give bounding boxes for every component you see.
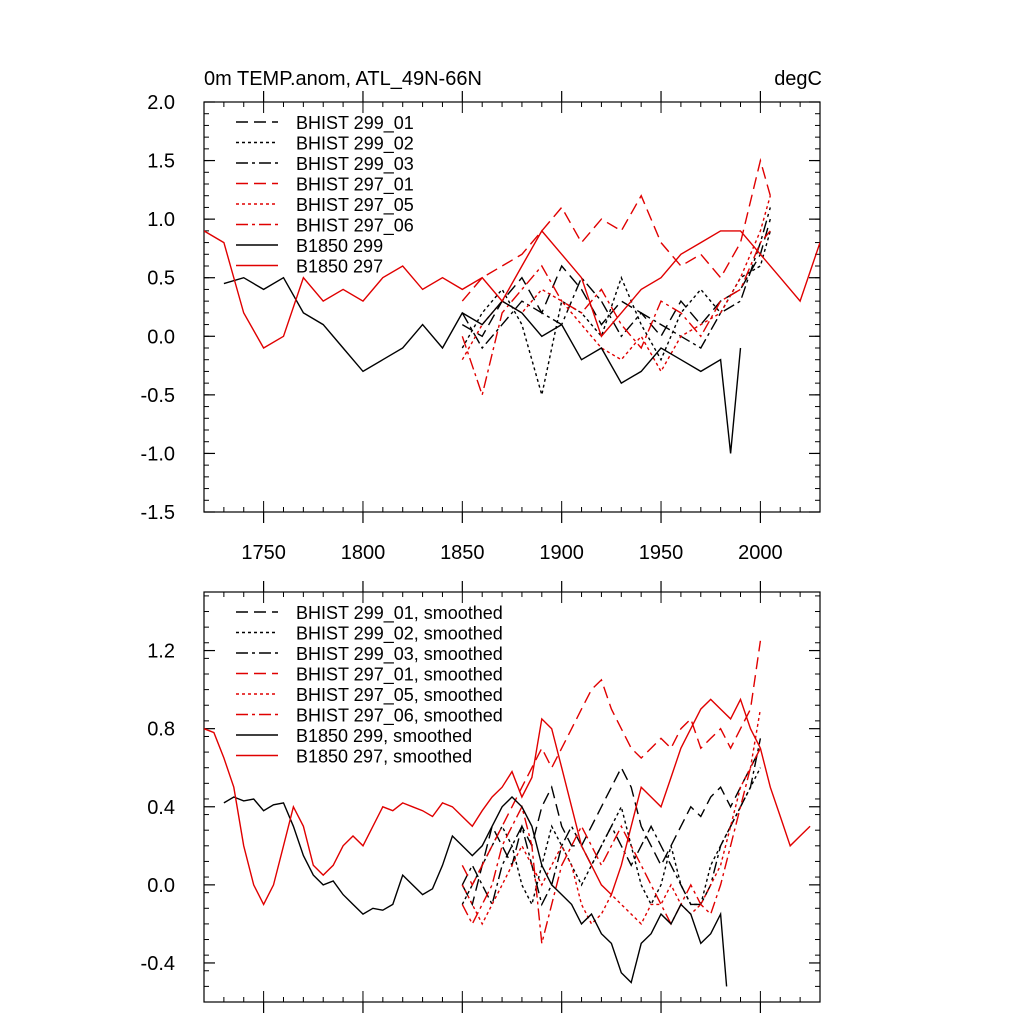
bottom-series-b1850-299-smoothed — [223, 796, 728, 987]
bottom-series-bhist-299-02-smoothed — [461, 767, 762, 907]
top-y-tick-label: 2.0 — [147, 92, 175, 114]
top-legend-label: BHIST 299_03 — [296, 154, 414, 175]
bottom-y-tick-label: 0.4 — [147, 797, 175, 819]
top-series-b1850-299 — [223, 276, 742, 454]
top-x-tick-label: 1750 — [241, 542, 286, 564]
bottom-legend-label: BHIST 297_06, smoothed — [296, 706, 503, 727]
bottom-series-bhist-297-01-smoothed — [461, 640, 762, 887]
top-series-bhist-299-01 — [461, 218, 771, 338]
top-series-group — [204, 157, 820, 454]
bottom-legend-label: BHIST 297_01, smoothed — [296, 665, 503, 686]
top-y-tick-label: -0.5 — [141, 385, 175, 407]
bottom-legend-label: B1850 299, smoothed — [296, 726, 472, 746]
top-x-tick-label: 2000 — [738, 542, 783, 564]
bottom-y-tick-label: 0.0 — [147, 875, 175, 897]
bottom-legend-label: BHIST 299_01, smoothed — [296, 603, 503, 624]
bottom-series-bhist-297-06-smoothed — [461, 747, 762, 944]
top-series-bhist-297-01 — [461, 157, 771, 302]
plot-title: 0m TEMP.anom, ATL_49N-66N — [204, 68, 482, 90]
bottom-plot-frame — [203, 591, 821, 1003]
top-x-tick-label: 1950 — [639, 542, 684, 564]
top-y-tick-label: 0.0 — [147, 326, 175, 348]
top-legend-label: BHIST 297_05 — [296, 195, 414, 216]
top-series-b1850-297 — [204, 229, 820, 349]
top-series-bhist-297-06 — [461, 230, 771, 398]
bottom-panel: -0.40.00.40.81.2 BHIST 299_01, smoothedB… — [141, 581, 821, 1013]
top-x-tick-label: 1800 — [341, 542, 386, 564]
bottom-series-b1850-297-smoothed — [204, 697, 811, 906]
top-panel: -1.5 -1.0 -0.5 0.0 0.5 1.0 1.5 2.0 1750 1800 1850… — [141, 91, 821, 564]
units-label: degC — [774, 68, 822, 90]
top-plot-frame — [203, 101, 821, 513]
bottom-legend-label: BHIST 299_03, smoothed — [296, 644, 503, 665]
top-legend-label: BHIST 299_02 — [296, 134, 414, 155]
top-x-axis: 1750 1800 1850 1900 1950 2000 — [203, 91, 821, 564]
top-y-tick-label: 0.5 — [147, 268, 175, 290]
bottom-y-axis: -0.4 0.0 0.4 0.8 1.2 — [141, 595, 820, 1003]
bottom-legend-label: B1850 297, smoothed — [296, 747, 472, 767]
bottom-legend-label: BHIST 299_02, smoothed — [296, 624, 503, 645]
bottom-x-axis — [203, 581, 821, 1013]
top-legend-label: B1850 299 — [296, 236, 383, 256]
top-x-tick-label: 1900 — [539, 542, 584, 564]
top-y-tick-label: -1.0 — [141, 443, 175, 465]
top-y-tick-label: -1.5 — [141, 502, 175, 524]
top-x-tick-label: 1850 — [440, 542, 485, 564]
bottom-y-tick-label: 1.2 — [147, 641, 175, 663]
top-y-tick-label: 1.0 — [147, 209, 175, 231]
bottom-series-bhist-299-03-smoothed — [461, 738, 762, 907]
bottom-legend-label: BHIST 297_05, smoothed — [296, 685, 503, 706]
top-series-bhist-299-02 — [461, 230, 771, 396]
top-y-tick-label: 1.5 — [147, 151, 175, 173]
top-legend-label: BHIST 297_06 — [296, 216, 414, 237]
bottom-series-bhist-297-05-smoothed — [461, 708, 762, 926]
top-legend-label: B1850 297 — [296, 257, 383, 277]
bottom-y-tick-label: 0.8 — [147, 719, 175, 741]
top-legend-label: BHIST 297_01 — [296, 175, 414, 196]
top-legend-label: BHIST 299_01 — [296, 113, 414, 134]
bottom-series-group — [204, 640, 811, 987]
top-y-axis: -1.5 -1.0 -0.5 0.0 0.5 1.0 1.5 2.0 — [141, 92, 820, 524]
top-series-bhist-297-05 — [461, 195, 771, 373]
bottom-y-tick-label: -0.4 — [141, 953, 175, 975]
top-series-bhist-299-03 — [461, 207, 771, 350]
